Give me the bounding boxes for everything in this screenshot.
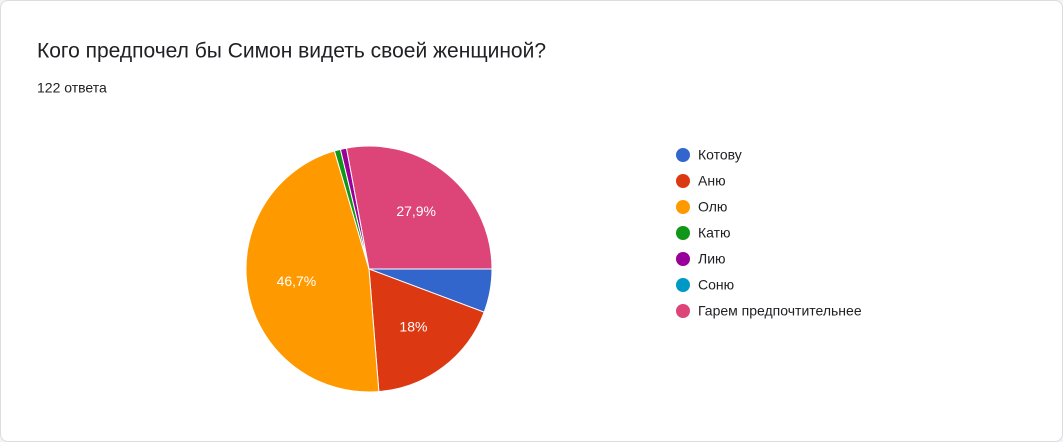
chart-title: Кого предпочел бы Симон видеть своей жен… <box>37 40 546 63</box>
legend-label: Катю <box>698 225 731 241</box>
legend-label: Аню <box>698 173 726 189</box>
slice-label: 18% <box>399 319 427 335</box>
legend-swatch <box>676 278 690 292</box>
pie-slice <box>345 145 493 270</box>
legend-label: Гарем предпочтительнее <box>698 303 862 319</box>
legend-swatch <box>676 200 690 214</box>
legend-label: Олю <box>698 199 727 215</box>
legend-swatch <box>676 226 690 240</box>
legend-label: Соню <box>698 277 734 293</box>
legend-label: Лию <box>698 251 726 267</box>
slice-label: 27,9% <box>396 203 436 219</box>
legend-swatch <box>676 252 690 266</box>
legend-swatch <box>676 174 690 188</box>
pie-slice <box>368 268 485 393</box>
legend-swatch <box>676 304 690 318</box>
response-count: 122 ответа <box>37 80 107 96</box>
legend-label: Котову <box>698 147 742 163</box>
pie-slice <box>245 150 380 393</box>
slice-label: 46,7% <box>277 273 317 289</box>
legend-swatch <box>676 148 690 162</box>
